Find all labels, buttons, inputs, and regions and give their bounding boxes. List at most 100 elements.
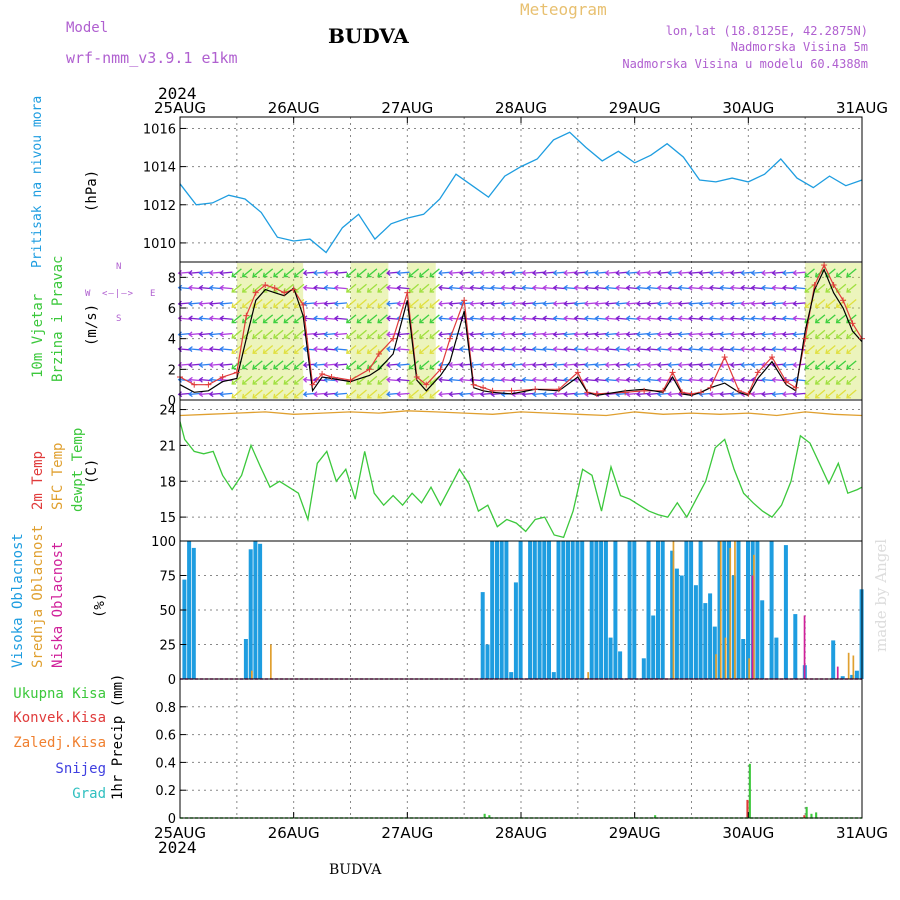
wind-arrow: [657, 331, 671, 338]
wind-arrow: [386, 391, 400, 398]
wind-arrow-head: [334, 391, 339, 398]
wind-arrow: [231, 268, 242, 278]
wind-arrow-head: [219, 362, 225, 368]
wind-arrow-shaft: [668, 332, 681, 336]
wind-arrow: [688, 284, 702, 291]
wind-arrow: [846, 268, 857, 278]
wind-arrow-head: [552, 270, 558, 276]
wind-arrow-shaft: [751, 286, 764, 290]
wind-arrow: [209, 284, 223, 291]
wind-arrow-shaft: [408, 329, 420, 339]
wind-arrow: [584, 331, 598, 338]
wind-arrow-shaft: [501, 302, 514, 305]
wind-arrow-shaft: [470, 286, 483, 290]
wind-arrow-head: [771, 315, 777, 322]
wind-arrow-shaft: [429, 345, 440, 354]
wind-arrow: [584, 300, 598, 307]
wind-arrow: [356, 360, 367, 370]
wind-arrow-shaft: [449, 348, 462, 351]
wind-arrow-shaft: [836, 329, 847, 339]
wind-arrow-head: [273, 272, 278, 278]
wind-arrow-shaft: [470, 302, 483, 305]
wind-arrow-head: [302, 391, 308, 398]
wind-arrow-shaft: [491, 363, 504, 366]
wind-arrow-head: [573, 391, 579, 398]
wind-arrow-head: [459, 376, 464, 383]
wind-arrow-shaft: [616, 317, 629, 320]
wind-arrow-shaft: [334, 271, 348, 274]
wind-arrow-shaft: [199, 392, 212, 396]
wind-arrow-shaft: [470, 363, 483, 366]
wind-arrow-head: [283, 393, 289, 399]
wind-arrow: [419, 345, 430, 354]
wind-arrow: [563, 376, 577, 383]
cloud-bar: [717, 541, 722, 679]
wind-arrow-head: [386, 315, 391, 322]
wind-arrow-head: [646, 315, 652, 322]
wind-arrow: [366, 329, 378, 339]
wind-arrow-shaft: [668, 392, 681, 396]
wind-arrow: [283, 314, 294, 324]
wind-arrow-head: [293, 349, 299, 354]
wind-arrow-shaft: [346, 268, 357, 278]
wind-arrow-head: [219, 331, 225, 338]
wind-arrow-head: [356, 333, 362, 339]
wind-arrow-shaft: [242, 268, 253, 278]
wind-arrow-head: [709, 376, 714, 383]
wind-arrow: [698, 270, 712, 276]
cloud-bar: [656, 541, 660, 679]
wind-arrow: [366, 283, 378, 293]
wind-arrow-shaft: [543, 271, 556, 274]
wind-arrow: [490, 346, 504, 353]
y-tick-label: 1012: [143, 199, 176, 214]
wind-arrow-shaft: [367, 314, 378, 324]
wind-arrow-head: [252, 272, 258, 278]
wind-band: [350, 263, 389, 399]
wind-arrow: [241, 389, 253, 399]
wind-arrow-head: [313, 284, 318, 291]
wind-arrow-shaft: [334, 363, 348, 366]
wind-arrow-head: [366, 272, 372, 278]
wind-arrow-head: [293, 333, 299, 339]
wind-arrow: [198, 376, 212, 383]
wind-arrow-head: [500, 362, 506, 368]
wind-arrow-shaft: [209, 286, 223, 290]
wind-arrow: [177, 270, 191, 276]
wind-arrow-head: [740, 362, 746, 368]
wind-arrow-shaft: [377, 389, 388, 399]
wind-arrow-shaft: [751, 348, 764, 351]
wind-arrow-shaft: [689, 271, 702, 274]
wind-arrow-shaft: [449, 378, 462, 382]
wind-arrow: [198, 331, 212, 338]
wind-arrow-head: [835, 349, 841, 354]
cloud-bar: [708, 593, 713, 679]
wind-arrow-head: [386, 376, 391, 383]
wind-arrow-head: [448, 284, 454, 291]
wind-arrow-head: [846, 364, 851, 370]
wind-arrow: [313, 391, 327, 398]
wind-arrow-shaft: [387, 392, 400, 396]
wind-arrow-shaft: [815, 345, 826, 354]
wind-arrow-shaft: [689, 378, 702, 382]
y-tick-label: 4: [168, 333, 176, 348]
wind-arrow: [219, 391, 233, 398]
wind-arrow-shaft: [543, 302, 556, 305]
wind-arrow-head: [188, 284, 193, 291]
wind-arrow: [438, 270, 452, 276]
wind-arrow-shaft: [793, 392, 806, 396]
wind-arrow: [532, 270, 546, 276]
wind-arrow-shaft: [595, 332, 608, 336]
cloud-bar: [836, 666, 839, 679]
wind-arrow-head: [521, 331, 527, 338]
wind-arrow-head: [825, 393, 831, 399]
wind-arrow-head: [846, 393, 851, 399]
wind-arrow-shaft: [346, 283, 357, 293]
wind-arrow-head: [429, 349, 435, 354]
wind-arrow: [825, 389, 836, 399]
cloud-bar: [570, 541, 575, 679]
wind-arrow: [625, 331, 639, 338]
wind-arrow: [625, 315, 639, 322]
wind-arrow: [313, 315, 327, 322]
wind-arrow: [740, 315, 754, 322]
wind-arrow: [825, 268, 836, 278]
